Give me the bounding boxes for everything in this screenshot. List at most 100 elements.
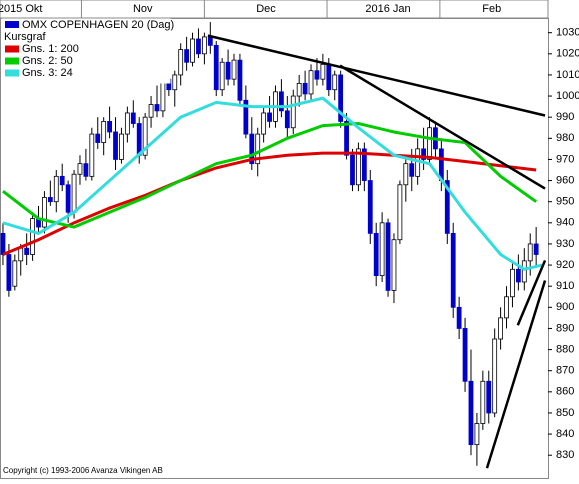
candle-body — [486, 380, 492, 414]
candle-body — [201, 36, 207, 55]
candle-body — [367, 180, 373, 234]
candle-body — [261, 112, 267, 135]
candle-body — [356, 148, 361, 186]
y-tick-label: 910 — [556, 280, 574, 292]
trend-line — [207, 34, 546, 117]
candle-body — [154, 104, 160, 112]
candle-body — [148, 104, 154, 118]
candle-body — [6, 254, 12, 291]
candle-body — [468, 380, 474, 446]
candle-body — [338, 74, 344, 122]
candle-body — [403, 163, 409, 186]
candle-body — [231, 59, 237, 80]
legend-label: Gns. 1: 200 — [22, 43, 79, 55]
candle-body — [326, 63, 332, 91]
y-tick-label: 900 — [556, 301, 574, 313]
candle-body — [107, 121, 112, 133]
y-tick-label: 860 — [556, 386, 574, 398]
candle-body — [124, 112, 130, 135]
legend-label: Gns. 3: 24 — [22, 67, 73, 79]
candle-body — [302, 82, 308, 95]
y-tick-label: 930 — [556, 238, 574, 250]
candle-body — [397, 184, 403, 241]
legend-swatch — [5, 21, 19, 28]
candle-body — [65, 184, 71, 213]
y-tick-label: 1020 — [556, 48, 579, 60]
candle-body — [142, 116, 148, 156]
candle-body — [267, 112, 272, 122]
candle-body — [196, 38, 201, 55]
trend-line — [339, 64, 546, 190]
moving-average — [2, 151, 537, 256]
legend-swatch — [5, 69, 19, 77]
candle-body — [444, 180, 450, 234]
candle-body — [24, 247, 30, 255]
candle-body — [474, 423, 480, 446]
candle-body — [421, 148, 426, 160]
candle-body — [18, 247, 24, 262]
candle-body — [30, 218, 35, 255]
candle-body — [361, 148, 367, 181]
candle-body — [462, 328, 468, 382]
y-tick-label: 940 — [556, 217, 574, 229]
candle-body — [172, 74, 178, 91]
candle-body — [101, 121, 107, 143]
y-tick-label: 980 — [556, 132, 574, 144]
y-tick-label: 920 — [556, 259, 574, 271]
candle-body — [427, 127, 432, 160]
y-tick-label: 840 — [556, 428, 574, 440]
candle-body — [113, 131, 118, 160]
candle-body — [456, 306, 462, 329]
candle-body — [391, 239, 397, 291]
candle-body — [95, 133, 101, 143]
candle-body — [89, 133, 95, 177]
legend-subtitle: Kursgraf — [4, 31, 47, 43]
candle-body — [450, 232, 456, 308]
candle-body — [225, 61, 231, 80]
legend: OMX COPENHAGEN 20 (Dag) Kursgraf Gns. 1:… — [1, 18, 174, 84]
candle-body — [521, 260, 527, 283]
legend-swatch — [5, 57, 19, 65]
candle-body — [379, 222, 385, 277]
y-tick-label: 990 — [556, 111, 574, 123]
candle-body — [385, 222, 391, 291]
candle-body — [492, 338, 498, 414]
candle-body — [42, 197, 47, 228]
candle-body — [344, 121, 349, 156]
candle-body — [178, 49, 184, 76]
y-tick-label: 1010 — [556, 69, 579, 81]
candle-body — [12, 260, 18, 287]
y-tick-label: 890 — [556, 322, 574, 334]
candle-body — [409, 163, 415, 177]
candle-body — [527, 243, 533, 262]
y-tick-label: 1030 — [556, 27, 579, 39]
candle-body — [279, 91, 284, 112]
legend-box — [1, 18, 171, 84]
candle-body — [77, 163, 83, 175]
candle-body — [219, 61, 225, 91]
candle-body — [480, 380, 486, 424]
trend-line — [516, 259, 547, 326]
y-tick-label: 850 — [556, 407, 574, 419]
candle-body — [533, 243, 539, 255]
candle-body — [314, 70, 320, 80]
x-tick-label: Nov — [133, 3, 153, 15]
copyright: Copyright (c) 1993-2006 Avanza Vikingen … — [3, 466, 163, 475]
candle-body — [243, 99, 249, 135]
trend-line — [485, 280, 547, 469]
candle-body — [504, 296, 509, 319]
x-tick-label: 2015 Okt — [0, 3, 42, 15]
y-tick-label: 870 — [556, 365, 574, 377]
candle-body — [373, 232, 379, 277]
candle-body — [130, 112, 136, 124]
legend-label: Gns. 2: 50 — [22, 55, 73, 67]
candle-body — [237, 59, 243, 101]
y-tick-label: 830 — [556, 449, 574, 461]
legend-title: OMX COPENHAGEN 20 (Dag) — [22, 19, 174, 31]
candle-body — [71, 173, 77, 213]
y-tick-label: 970 — [556, 153, 574, 165]
candle-body — [350, 154, 355, 186]
candle-body — [136, 123, 142, 156]
candle-body — [47, 197, 53, 203]
